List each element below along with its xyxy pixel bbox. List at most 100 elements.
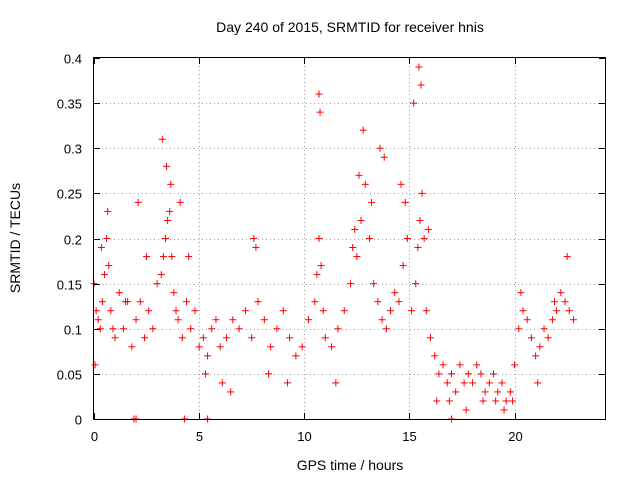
y-tick-label: 0.25	[57, 187, 82, 202]
data-point	[387, 307, 395, 315]
data-point	[395, 298, 403, 306]
data-point	[319, 307, 327, 315]
data-point	[382, 325, 390, 333]
data-point	[187, 325, 195, 333]
data-point	[340, 307, 348, 315]
data-point	[311, 298, 319, 306]
data-point	[149, 325, 157, 333]
data-point	[534, 379, 542, 387]
data-point	[443, 379, 451, 387]
chart-title: Day 240 of 2015, SRMTID for receiver hni…	[216, 19, 484, 35]
data-point	[435, 370, 443, 378]
data-point	[191, 307, 199, 315]
data-point	[361, 180, 369, 188]
data-point	[481, 388, 489, 396]
data-point	[490, 370, 498, 378]
data-point	[292, 352, 300, 360]
plot-frame	[93, 57, 606, 420]
data-point	[101, 271, 109, 279]
data-point	[317, 262, 325, 270]
data-point	[227, 388, 235, 396]
data-point	[260, 316, 268, 324]
data-point	[447, 370, 455, 378]
data-point	[569, 316, 577, 324]
data-point	[536, 343, 544, 351]
data-point	[460, 379, 468, 387]
x-tick-label: 20	[508, 429, 522, 444]
data-point	[298, 343, 306, 351]
data-points	[90, 63, 577, 423]
data-point	[166, 207, 174, 215]
data-point	[159, 253, 167, 261]
y-tick-label: 0.15	[57, 278, 82, 293]
data-point	[332, 379, 340, 387]
data-point	[91, 361, 99, 369]
data-point	[304, 316, 312, 324]
data-point	[557, 289, 565, 297]
data-point	[365, 235, 373, 242]
data-point	[254, 298, 262, 306]
data-point	[140, 334, 148, 342]
data-point	[561, 298, 569, 306]
data-point	[229, 316, 237, 324]
data-point	[134, 198, 142, 206]
data-point	[122, 298, 130, 306]
data-point	[399, 262, 407, 270]
data-point	[279, 307, 287, 315]
data-point	[422, 307, 430, 315]
data-point	[462, 406, 470, 414]
y-tick-label: 0.1	[64, 323, 82, 338]
data-point	[519, 307, 527, 315]
data-point	[540, 325, 548, 333]
data-point	[508, 397, 516, 405]
y-tick-label: 0	[75, 413, 82, 428]
data-point	[368, 198, 376, 206]
x-tick-label: 5	[196, 429, 203, 444]
data-point	[485, 379, 493, 387]
x-tick-label: 0	[91, 429, 98, 444]
data-point	[351, 225, 359, 233]
data-point	[479, 397, 487, 405]
data-point	[216, 343, 224, 351]
data-point	[167, 180, 175, 188]
data-point	[195, 343, 203, 351]
data-point	[420, 235, 428, 242]
data-point	[107, 307, 115, 315]
data-point	[241, 307, 249, 315]
data-point	[97, 244, 105, 252]
data-point	[145, 307, 153, 315]
data-point	[401, 198, 409, 206]
data-point	[473, 361, 481, 369]
data-point	[143, 253, 151, 261]
data-point	[464, 370, 472, 378]
y-tick-label: 0.4	[64, 52, 82, 67]
data-point	[212, 316, 220, 324]
data-point	[391, 289, 399, 297]
grid	[94, 58, 605, 419]
data-point	[498, 379, 506, 387]
x-tick-label: 15	[402, 429, 416, 444]
data-point	[315, 90, 323, 98]
data-point	[357, 216, 365, 224]
data-point	[115, 289, 123, 297]
data-point	[265, 370, 273, 378]
data-point	[492, 397, 500, 405]
data-point	[424, 225, 432, 233]
data-point	[235, 325, 243, 333]
data-point	[500, 406, 508, 414]
data-point	[517, 289, 525, 297]
data-point	[218, 379, 226, 387]
data-point	[353, 253, 361, 261]
data-point	[515, 325, 523, 333]
data-point	[201, 370, 209, 378]
data-point	[456, 361, 464, 369]
data-point	[548, 316, 556, 324]
data-point	[119, 325, 127, 333]
data-point	[321, 334, 329, 342]
data-point	[433, 397, 441, 405]
data-point	[431, 352, 439, 360]
data-point	[551, 298, 559, 306]
data-point	[170, 289, 178, 297]
data-point	[103, 235, 111, 242]
